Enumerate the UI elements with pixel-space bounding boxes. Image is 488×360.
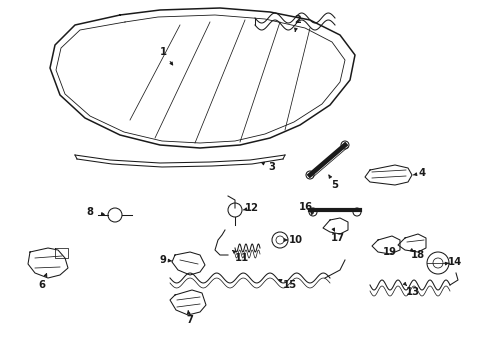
Text: 10: 10: [288, 235, 303, 245]
Text: 19: 19: [382, 247, 396, 257]
Text: 3: 3: [268, 162, 275, 172]
Text: 14: 14: [447, 257, 461, 267]
Text: 15: 15: [283, 280, 296, 290]
Text: 7: 7: [186, 315, 193, 325]
Text: 1: 1: [159, 47, 166, 57]
Text: 17: 17: [330, 233, 345, 243]
Text: 13: 13: [405, 287, 419, 297]
Text: 6: 6: [39, 280, 45, 290]
Text: 16: 16: [298, 202, 312, 212]
Text: 2: 2: [294, 15, 301, 25]
Text: 12: 12: [244, 203, 259, 213]
Text: 9: 9: [159, 255, 166, 265]
Text: 8: 8: [86, 207, 93, 217]
Text: 4: 4: [418, 168, 425, 178]
Text: 11: 11: [234, 253, 248, 263]
Text: 18: 18: [410, 250, 424, 260]
Text: 5: 5: [331, 180, 338, 190]
